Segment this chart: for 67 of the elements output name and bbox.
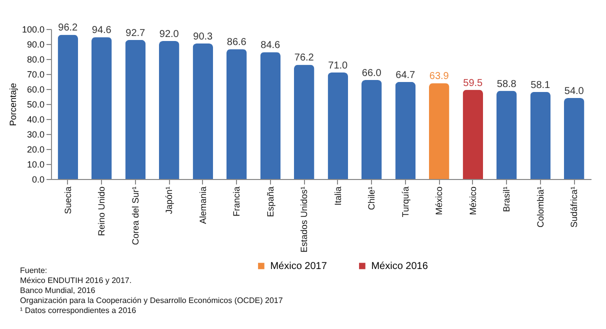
x-tick-label: Francia — [232, 186, 242, 217]
bar — [159, 41, 180, 179]
bar — [564, 98, 584, 179]
y-tick-label: 50.0 — [26, 100, 44, 110]
y-tick-label: 10.0 — [26, 160, 44, 170]
bar — [395, 82, 416, 179]
data-label: 66.0 — [362, 68, 382, 79]
data-label: 63.9 — [429, 71, 450, 82]
data-label: 90.3 — [193, 32, 214, 43]
bar — [429, 83, 450, 179]
bar — [226, 49, 247, 179]
text: ¹ Datos correspondientes a 2016 — [20, 306, 138, 316]
x-tick-label: Suecia — [62, 186, 73, 214]
data-label: 76.2 — [294, 52, 314, 64]
y-tick-label: 100.0 — [22, 24, 44, 34]
y-axis-title: Porcentaje — [8, 82, 18, 126]
data-label: 92.7 — [126, 28, 146, 39]
bar — [125, 40, 146, 179]
x-tick-label: Colombia¹ — [535, 186, 546, 228]
x-tick-label: Alemania — [198, 186, 208, 224]
data-label: 86.6 — [226, 37, 247, 48]
data-label: 84.6 — [260, 40, 281, 52]
x-tick-label: Sudáfrica¹ — [569, 186, 580, 228]
bar — [192, 44, 213, 179]
x-tick-label: Reino Unido — [96, 186, 107, 236]
legend-label: México 2017 — [270, 261, 328, 272]
data-label: 96.2 — [58, 22, 78, 34]
bar — [462, 90, 483, 179]
bar — [530, 92, 550, 179]
data-label: 59.5 — [463, 78, 484, 89]
data-label: 54.0 — [564, 86, 584, 97]
bar — [260, 52, 280, 179]
x-tick-label: Estados Unidos¹ — [299, 186, 310, 253]
y-tick-label: 70.0 — [26, 70, 44, 80]
bar — [496, 90, 517, 179]
x-tick-label: Japón¹ — [164, 186, 174, 214]
text: México ENDUTIH 2016 y 2017. — [20, 276, 133, 286]
x-tick-label: Chile¹ — [366, 186, 377, 210]
bar — [328, 72, 348, 179]
bar — [92, 37, 112, 179]
text: Organización para la Cooperación y Desarrollo Económicos (OCDE) 2017 — [20, 296, 283, 306]
data-label: 71.0 — [328, 60, 348, 72]
y-tick-label: 40.0 — [26, 114, 44, 124]
bar — [294, 64, 314, 179]
y-tick-label: 30.0 — [26, 130, 44, 140]
legend-label: México 2016 — [371, 261, 428, 272]
x-tick-label: México — [468, 186, 478, 216]
y-tick-label: 80.0 — [26, 54, 44, 64]
x-tick-label: Brasil¹ — [502, 186, 512, 212]
text: Banco Mundial, 2016 — [20, 286, 96, 296]
y-tick-label: 90.0 — [26, 40, 44, 50]
data-label: 92.0 — [159, 29, 180, 40]
x-tick-label: Italia — [332, 186, 343, 206]
data-label: 58.8 — [496, 78, 517, 90]
y-tick-label: 0.0 — [32, 174, 44, 184]
x-tick-label: Corea del Sur¹ — [130, 186, 140, 246]
data-label: 64.7 — [396, 70, 416, 81]
y-tick-label: 20.0 — [26, 144, 44, 154]
x-tick-label: México — [434, 186, 444, 216]
source-note: Fuente: — [20, 266, 48, 275]
y-tick-label: 60.0 — [26, 84, 44, 94]
data-label: 94.6 — [92, 25, 112, 36]
bar — [362, 80, 382, 179]
bar — [58, 34, 78, 179]
data-label: 58.1 — [530, 80, 551, 91]
x-tick-label: España — [265, 186, 276, 218]
x-tick-label: Turquía — [400, 186, 410, 218]
